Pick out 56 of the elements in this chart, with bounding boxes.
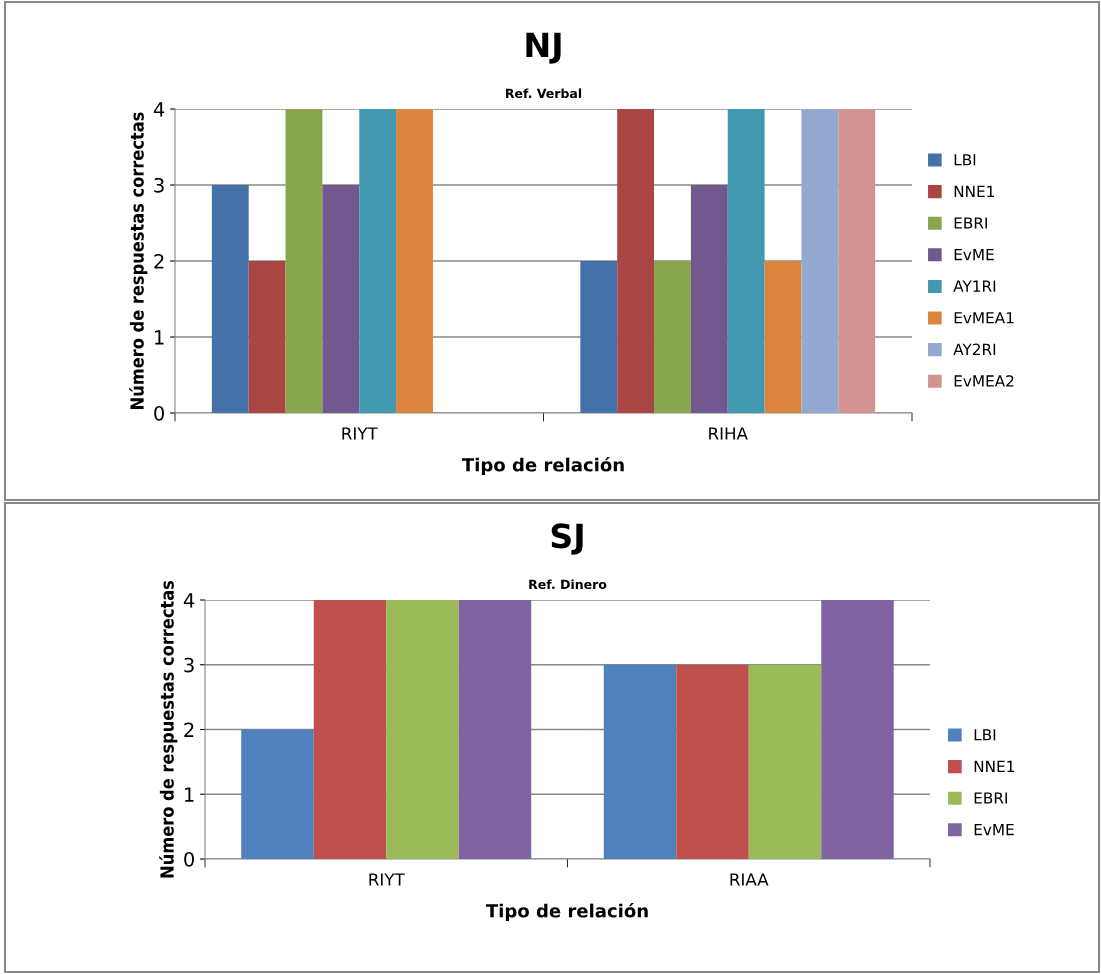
y-tick-label: 3 — [154, 177, 164, 193]
bar — [727, 109, 765, 413]
y-tick-label: 1 — [185, 787, 194, 802]
bar — [386, 600, 459, 859]
legend-label: LBI — [974, 729, 996, 741]
bar — [748, 664, 822, 859]
bar — [580, 261, 618, 413]
bar — [690, 185, 728, 413]
legend-label: EvMEA2 — [954, 375, 1014, 387]
chart-title: NJ — [526, 32, 561, 64]
y-tick-label: 4 — [153, 102, 165, 117]
y-tick-label: 0 — [184, 851, 194, 867]
bar — [322, 185, 360, 413]
chart-title: SJ — [551, 523, 583, 555]
bar — [654, 261, 691, 413]
y-tick-label: 2 — [154, 253, 164, 269]
legend-label: LBI — [954, 154, 976, 166]
chart-subtitle: Ref. Verbal — [506, 88, 582, 99]
y-axis-title: Número de respuestas correctas — [129, 112, 148, 409]
chart-subtitle: Ref. Dinero — [529, 579, 607, 590]
legend-label: EBRI — [974, 792, 1007, 804]
y-tick-label: 4 — [183, 593, 195, 608]
x-axis-title: Tipo de relación — [485, 902, 648, 922]
x-tick-label: RIYT — [369, 873, 405, 886]
legend-label: AY2RI — [953, 343, 996, 355]
bar — [838, 109, 876, 413]
legend-label: NNE1 — [954, 185, 995, 197]
bar — [801, 109, 839, 413]
x-tick-label: RIYT — [342, 427, 378, 440]
y-axis-title: Número de respuestas correctas — [159, 580, 178, 878]
legend-label: NNE1 — [974, 760, 1015, 772]
x-tick-label: RIHA — [709, 427, 748, 440]
legend-label: AY1RI — [953, 280, 996, 292]
y-tick-label: 3 — [184, 657, 194, 673]
bar — [248, 261, 286, 413]
legend-label: EvMEA1 — [954, 312, 1014, 324]
bar — [241, 729, 314, 859]
bar — [617, 109, 655, 413]
bar — [603, 664, 677, 859]
x-axis-title: Tipo de relación — [461, 456, 624, 476]
legend-label: EBRI — [954, 217, 987, 229]
y-tick-label: 2 — [184, 722, 194, 737]
bar — [396, 109, 433, 413]
bar — [285, 109, 323, 413]
bar — [359, 109, 397, 413]
bar — [821, 600, 894, 859]
y-tick-label: 0 — [154, 405, 164, 421]
y-tick-label: 1 — [155, 330, 164, 345]
x-tick-label: RIAA — [730, 873, 769, 886]
bar — [313, 600, 387, 859]
bar — [764, 261, 802, 413]
bar — [458, 600, 532, 859]
bar — [211, 185, 249, 413]
legend-label: EvME — [974, 823, 1014, 836]
bar — [676, 664, 749, 859]
legend-label: EvME — [954, 249, 994, 261]
